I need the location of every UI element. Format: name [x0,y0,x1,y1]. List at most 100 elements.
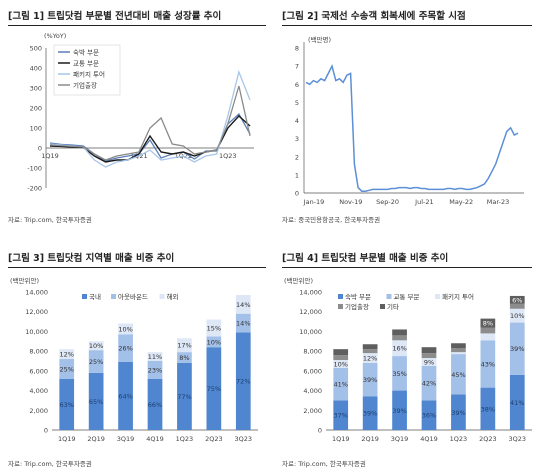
fig3-rule [8,267,266,268]
fig4-data-label: 41% [510,399,524,407]
fig3-bar-segment [88,341,104,351]
fig4-ytick-label: 4,000 [303,387,322,395]
fig4-xtick-label: 3Q23 [509,435,527,443]
fig4-data-label: 35% [392,370,406,378]
fig4-bar-segment [509,374,525,430]
fig3-xtick-label: 3Q19 [117,435,135,443]
fig4-bar-segment [509,295,525,304]
fig4-legend-label: 기업출장 [345,302,369,311]
fig4-panel: [그림 4] 트립닷컴 부문별 매출 비중 추이 (백만위안) 14,000 12,… [282,250,532,470]
fig4-data-label: 41% [333,381,347,389]
fig3-bar-segment [147,378,163,430]
fig4-bar-segment [362,362,378,397]
fig2-xtick-label: Jan-19 [303,198,325,206]
fig3-xtick-label: 3Q23 [235,435,253,443]
fig2-ytick-label: 7 [295,63,299,71]
fig2-unit-label: (백만명) [308,35,331,44]
fig4-data-label: 45% [451,371,465,379]
fig4-bar-segment [451,348,466,353]
fig1-ytick-label: -200 [27,185,42,193]
fig3-legend-swatch [159,294,165,299]
fig4-xtick-label: 1Q23 [450,435,468,443]
fig3-source: 자료: Trip.com, 한국투자증권 [8,460,92,468]
fig4-ytick-label: 0 [318,427,322,435]
fig3-data-label: 14% [236,301,250,309]
fig1-ytick-label: -100 [27,165,42,173]
fig4-ytick-label: 8,000 [303,348,322,356]
fig4-bar-segment [421,358,437,366]
fig4-bar-segment [480,387,496,430]
fig4-data-label: 6% [453,336,463,344]
fig4-xtick-label: 2Q23 [479,435,497,443]
fig2-chart: (백만명) 8 7 6 5 4 3 2 1 0 Jan-19 Nov-19 Sep-20 Jul-21 Ma… [295,35,524,206]
fig3-bar-segment [88,372,104,430]
fig2-ytick-label: 4 [295,117,299,125]
fig3-chart: (백만위안) 14,000 12,000 10,000 8,000 6,000 4,000 2… [10,276,258,443]
fig4-data-label: 43% [481,360,495,368]
fig3-bar-segment [147,361,163,379]
fig1-legend-label: 숙박 부문 [73,48,99,57]
fig3-data-label: 10% [207,338,221,346]
fig3-xtick-label: 2Q19 [87,435,105,443]
fig4-bar-segment [392,335,407,341]
fig1-source: 자료: Trip.com, 한국투자증권 [8,216,92,224]
fig3-bar-segment [118,361,133,430]
fig4-source: 자료: Trip.com, 한국투자증권 [282,460,366,468]
fig3-data-label: 26% [118,345,132,353]
fig3-data-label: 75% [207,385,221,393]
fig4-bar-segment [509,303,525,309]
fig3-bar-segment [59,349,75,360]
fig4-data-label: 10% [510,312,524,320]
fig1-ytick-label: 0 [38,145,42,153]
fig4-unit-label: (백만위안) [284,276,313,285]
fig3-bar-segment [59,378,75,430]
fig3-ytick-label: 4,000 [29,387,48,395]
fig3-bar-segment [118,334,133,362]
fig3-panel: [그림 3] 트립닷컴 지역별 매출 비중 추이 (백만위안) 14,000 12,… [8,250,266,470]
fig3-bar-segment [235,313,251,333]
fig3-data-label: 63% [59,401,73,409]
fig3-bar-segment [177,352,192,363]
fig4-legend-swatch [338,304,343,309]
fig2-ytick-label: 0 [295,190,299,198]
fig4-data-label: 38% [481,405,495,413]
fig3-bar-segment [177,338,192,353]
fig4-data-label: 39% [451,409,465,417]
fig4-bar-segment [333,367,349,401]
fig3-legend-label: 아웃바운드 [118,292,148,301]
fig3-legend-swatch [82,294,87,299]
fig1-series-line [49,112,251,162]
fig4-ytick-label: 10,000 [299,328,322,336]
fig4-data-label: 37% [333,412,347,420]
fig3-data-label: 8% [179,354,189,362]
fig3-ytick-label: 10,000 [25,328,48,336]
fig3-data-label: 25% [59,365,73,373]
fig4-legend-swatch [386,294,392,299]
fig3-data-label: 17% [177,342,191,350]
fig3-ytick-label: 14,000 [25,289,48,297]
fig3-bar-segment [235,294,251,314]
fig4-data-label: 36% [422,412,436,420]
fig4-data-label: 6% [512,296,522,304]
fig4-bar-segment [421,353,437,359]
fig4-xtick-label: 1Q19 [332,435,350,443]
fig4-ytick-label: 2,000 [303,407,322,415]
fig3-data-label: 14% [236,320,250,328]
fig3-bar-segment [235,332,251,430]
fig3-bar-segment [59,359,75,379]
fig3-xtick-label: 1Q23 [176,435,194,443]
fig3-ytick-label: 8,000 [29,348,48,356]
fig4-bar-segment [480,318,496,328]
fig3-xtick-label: 1Q19 [58,435,76,443]
fig4-data-label: 16% [392,345,406,353]
fig3-data-label: 23% [148,366,162,374]
fig4-bar-segment [451,354,466,395]
fig3-unit-label: (백만위안) [10,276,39,285]
fig4-xtick-label: 4Q19 [420,435,438,443]
fig4-bar-segment [480,327,496,334]
fig1-legend-label: 패키지 투어 [73,70,105,79]
fig4-bar-segment [392,356,407,391]
fig1-ytick-label: 200 [30,105,42,113]
fig1-panel: [그림 1] 트립닷컴 부문별 전년대비 매출 성장률 추이 (%YoY) 500… [8,8,266,224]
